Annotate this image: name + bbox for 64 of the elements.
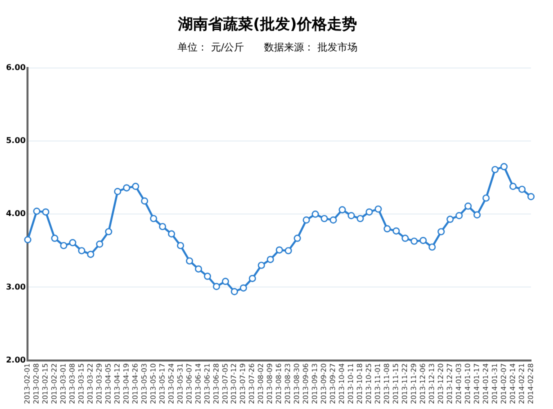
point — [168, 230, 176, 238]
point — [150, 214, 158, 222]
point — [438, 228, 445, 236]
y-tick-label: 6.00 — [6, 63, 26, 72]
point — [312, 210, 319, 218]
point — [176, 242, 184, 250]
point — [320, 214, 328, 222]
point — [78, 247, 86, 254]
point — [356, 214, 364, 222]
point — [456, 212, 463, 220]
point — [348, 212, 355, 220]
point — [302, 216, 310, 224]
point — [258, 262, 265, 269]
point — [491, 166, 499, 174]
point — [374, 205, 382, 213]
y-tick-label: 4.00 — [6, 209, 26, 218]
point — [384, 225, 391, 232]
point — [132, 182, 140, 190]
point — [500, 163, 508, 170]
point — [69, 239, 76, 246]
point — [158, 222, 166, 230]
point — [186, 257, 194, 265]
point — [105, 228, 112, 236]
point — [204, 272, 212, 280]
point — [222, 278, 230, 285]
point — [410, 238, 418, 245]
point — [294, 234, 301, 242]
point — [240, 284, 248, 292]
point — [122, 184, 130, 192]
point — [330, 216, 337, 224]
point — [96, 240, 104, 248]
point — [420, 236, 427, 244]
point — [464, 202, 472, 210]
point — [87, 250, 94, 258]
point — [24, 236, 32, 244]
point — [527, 193, 535, 200]
point — [366, 208, 373, 216]
point — [230, 288, 238, 296]
point — [402, 234, 409, 242]
point — [60, 242, 68, 250]
point — [509, 182, 517, 190]
point — [266, 256, 274, 264]
y-tick-label: 2.00 — [6, 355, 26, 364]
point — [446, 216, 454, 223]
y-tick-label: 3.00 — [6, 282, 26, 292]
point — [518, 186, 526, 193]
point — [276, 246, 283, 254]
y-tick-label: 5.00 — [6, 136, 26, 146]
point — [42, 208, 50, 216]
point — [428, 243, 436, 251]
chart-title: 湖南省蔬菜(批发)价格走势 — [177, 14, 357, 33]
point — [482, 194, 490, 202]
point — [212, 282, 220, 290]
point — [338, 206, 346, 214]
chart-subtitle: 单位： 元/公斤 数据来源： 批发市场 — [178, 42, 358, 54]
point — [392, 227, 400, 235]
point — [114, 188, 122, 196]
point — [51, 234, 58, 242]
point — [473, 211, 481, 218]
point — [33, 208, 40, 215]
point — [284, 247, 292, 254]
point — [140, 197, 148, 205]
point — [248, 274, 256, 282]
point — [194, 265, 202, 273]
